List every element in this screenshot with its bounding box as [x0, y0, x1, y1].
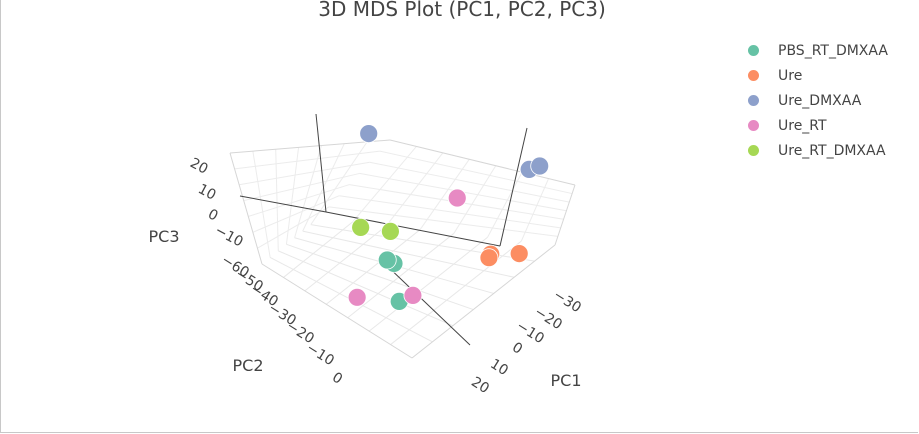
legend-label: Ure_RT	[778, 117, 827, 134]
x-axis-title: PC1	[551, 371, 582, 390]
legend-marker-icon	[748, 145, 759, 156]
y-tick-label: 0	[329, 369, 345, 387]
data-point[interactable]	[403, 285, 423, 305]
chart-title: 3D MDS Plot (PC1, PC2, PC3)	[318, 0, 606, 21]
x-tick-label: 0	[509, 339, 525, 357]
legend-item[interactable]: PBS_RT_DMXAA	[748, 38, 888, 63]
z-axis-title: PC3	[149, 227, 180, 246]
x-tick-label: −30	[550, 287, 584, 316]
data-point[interactable]	[377, 250, 397, 270]
data-point[interactable]	[380, 221, 400, 241]
legend-label: PBS_RT_DMXAA	[778, 42, 888, 59]
legend-marker-icon	[748, 95, 759, 106]
legend-marker-icon	[748, 45, 759, 56]
data-point[interactable]	[351, 217, 371, 237]
legend-item[interactable]: Ure_RT_DMXAA	[748, 138, 888, 163]
data-point[interactable]	[447, 188, 467, 208]
legend-marker-icon	[748, 120, 759, 131]
z-tick-label: 20	[187, 155, 210, 177]
legend-marker-icon	[748, 70, 759, 81]
data-point[interactable]	[530, 156, 550, 176]
legend-item[interactable]: Ure_RT	[748, 113, 888, 138]
y-axis-title: PC2	[233, 356, 264, 375]
data-markers[interactable]	[347, 124, 550, 311]
legend-label: Ure_DMXAA	[778, 92, 862, 109]
legend: PBS_RT_DMXAA Ure Ure_DMXAA Ure_RT Ure_RT_DMX…	[748, 38, 888, 163]
z-tick-label: 0	[205, 206, 220, 224]
grid-lines	[229, 139, 576, 359]
legend-label: Ure_RT_DMXAA	[778, 142, 886, 159]
z-tick-label: 10	[195, 181, 218, 203]
x-tick-label: 20	[468, 374, 492, 397]
legend-item[interactable]: Ure	[748, 63, 888, 88]
data-point[interactable]	[359, 124, 379, 144]
data-point[interactable]	[347, 287, 367, 307]
legend-label: Ure	[778, 67, 803, 84]
legend-item[interactable]: Ure_DMXAA	[748, 88, 888, 113]
axis-lines	[239, 113, 528, 346]
data-point[interactable]	[509, 244, 529, 264]
data-point[interactable]	[479, 248, 499, 268]
x-tick-label: 10	[487, 356, 511, 379]
z-tick-label: −10	[212, 222, 246, 250]
